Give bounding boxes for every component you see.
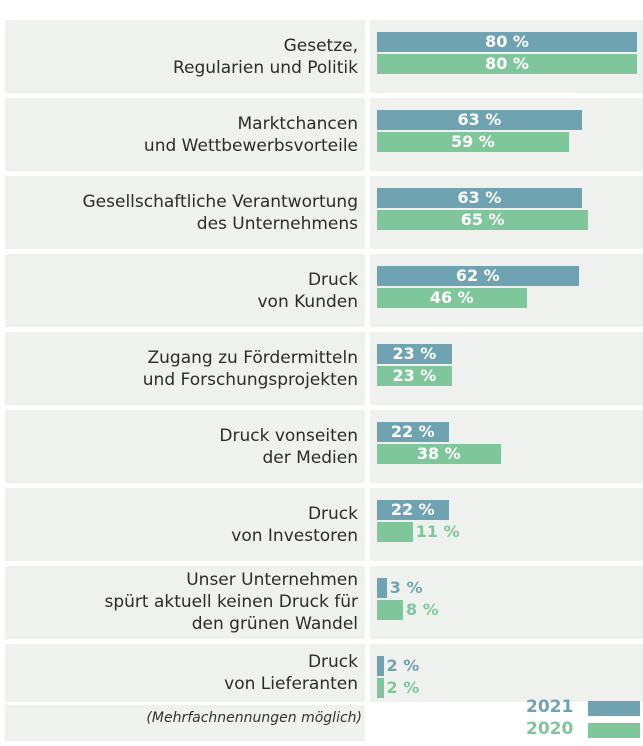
value-label: 80 % <box>485 54 529 73</box>
legend-label: 2020 <box>526 719 574 739</box>
legend-swatch <box>588 723 640 738</box>
row-label-bg <box>5 410 365 483</box>
bar <box>377 444 501 464</box>
legend-swatch <box>588 701 640 716</box>
value-label: 80 % <box>485 32 529 51</box>
value-label: 62 % <box>455 266 500 285</box>
row-label-bg <box>5 20 365 93</box>
bar <box>377 366 452 386</box>
note-bg <box>5 705 365 741</box>
value-label: 65 % <box>460 210 505 229</box>
category-label: Druck von Lieferanten <box>224 652 358 694</box>
bar <box>377 54 637 74</box>
category-label: Unser Unternehmen spürt aktuell keinen D… <box>104 570 358 634</box>
category-label: Druck von Kunden <box>257 269 358 312</box>
row-bar-bg <box>370 566 643 639</box>
category-label: Druck vonseiten der Medien <box>219 425 358 468</box>
value-label: 22 % <box>390 500 435 519</box>
value-label: 11 % <box>415 522 460 541</box>
bar <box>377 110 582 130</box>
row-label-bg <box>5 644 365 702</box>
category-label: Marktchancen und Wettbewerbsvorteile <box>143 113 358 156</box>
value-label: 3 % <box>389 578 423 597</box>
bar <box>377 600 403 620</box>
category-label: Gesetze, Regularien und Politik <box>172 35 358 78</box>
row-label-bg <box>5 254 365 327</box>
legend-label: 2021 <box>526 697 574 717</box>
bar <box>377 32 637 52</box>
value-label: 63 % <box>457 188 502 207</box>
bar <box>377 678 384 698</box>
value-label: 46 % <box>429 288 474 307</box>
bar <box>377 266 579 286</box>
bar <box>377 578 387 598</box>
value-label: 2 % <box>386 678 420 697</box>
row-label-bg <box>5 98 365 171</box>
bar <box>377 656 384 676</box>
category-label: Zugang zu Fördermitteln und Forschungspr… <box>142 347 358 390</box>
value-label: 63 % <box>457 110 502 129</box>
value-label: 8 % <box>406 600 439 619</box>
value-label: 2 % <box>386 656 420 675</box>
bar <box>377 344 452 364</box>
value-label: 59 % <box>450 132 495 151</box>
footnote: (Mehrfachnennungen möglich) <box>146 710 362 726</box>
row-label-bg <box>5 332 365 405</box>
row-label-bg <box>5 176 365 249</box>
bar <box>377 132 569 152</box>
row-bar-bg <box>370 644 643 702</box>
bar <box>377 422 449 442</box>
bar <box>377 500 449 520</box>
value-label: 22 % <box>390 422 435 441</box>
category-label: Gesellschaftliche Verantwortung des Unte… <box>82 191 359 234</box>
bar <box>377 210 589 230</box>
bar <box>377 522 413 542</box>
category-label: Druck von Investoren <box>231 503 358 546</box>
bar <box>377 288 527 308</box>
value-label: 38 % <box>416 444 461 463</box>
value-label: 23 % <box>392 344 437 363</box>
bar <box>377 188 582 208</box>
row-label-bg <box>5 566 365 639</box>
row-label-bg <box>5 488 365 561</box>
value-label: 23 % <box>392 366 437 385</box>
